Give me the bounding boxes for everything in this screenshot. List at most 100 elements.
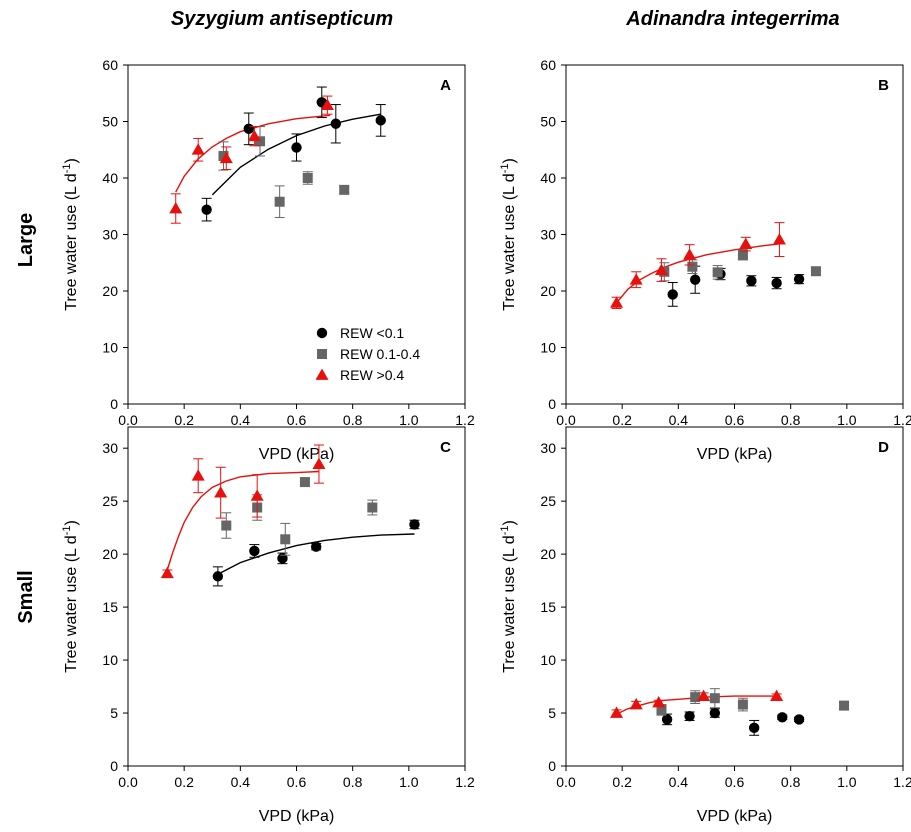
data-point — [737, 249, 748, 260]
plot-frame — [127, 426, 466, 767]
y-tick-label: 20 — [102, 283, 118, 299]
data-point — [214, 486, 228, 498]
legend: REW <0.1 REW 0.1-0.4 REW >0.4 — [315, 325, 420, 383]
data-point — [661, 714, 673, 725]
data-point — [737, 699, 748, 710]
y-tick-label: 15 — [540, 599, 556, 615]
data-point — [310, 541, 322, 552]
x-tick-label: 0.6 — [287, 412, 307, 428]
y-tick-label: 10 — [540, 340, 556, 356]
y-tick-label: 0 — [110, 396, 118, 412]
column-title-left: Syzygium antisepticum — [171, 8, 393, 30]
data-point — [254, 136, 265, 147]
data-point — [330, 118, 342, 129]
legend-label: REW >0.4 — [340, 367, 404, 383]
data-point — [667, 289, 678, 300]
y-tick-label: 10 — [540, 652, 556, 668]
data-point — [302, 173, 313, 183]
data-point — [249, 545, 260, 557]
data-point — [169, 202, 183, 214]
y-tick-label: 10 — [102, 652, 118, 668]
x-tick-label: 0.8 — [781, 412, 801, 428]
row-title-small: Small — [15, 570, 37, 623]
y-tick-label: 40 — [102, 170, 118, 186]
data-point — [748, 722, 760, 734]
x-tick-label: 1.0 — [837, 412, 857, 428]
y-axis-title-superscript: -1 — [61, 526, 73, 536]
data-point — [277, 553, 288, 564]
data-point — [320, 98, 334, 110]
data-point — [212, 571, 224, 582]
data-point — [687, 261, 698, 272]
x-tick-label: 0.6 — [725, 412, 745, 428]
panel-letter: C — [440, 439, 451, 456]
panel-letter: B — [878, 77, 889, 94]
y-tick-label: 5 — [110, 705, 118, 721]
y-tick-label: 20 — [540, 283, 556, 299]
x-tick-label: 1.2 — [893, 774, 911, 790]
data-point — [339, 184, 350, 195]
y-tick-label: 0 — [110, 758, 118, 774]
data-point — [683, 248, 697, 260]
y-axis-title-close: ) — [501, 158, 518, 163]
data-point — [652, 695, 666, 708]
y-tick-label: 0 — [548, 396, 556, 412]
y-axis-title: Tree water use (L d-1) — [61, 158, 80, 311]
x-tick-label: 0.8 — [343, 412, 363, 428]
data-point — [250, 489, 264, 501]
y-axis-title-close: ) — [501, 520, 518, 525]
data-point — [610, 296, 624, 308]
data-point — [839, 700, 850, 711]
data-point — [409, 519, 420, 530]
legend-marker — [317, 349, 327, 359]
data-point — [291, 142, 302, 153]
data-point — [629, 698, 643, 710]
y-tick-label: 30 — [540, 440, 556, 456]
data-point — [280, 534, 291, 545]
y-tick-label: 60 — [540, 57, 556, 73]
data-point — [610, 706, 624, 718]
data-point — [247, 129, 261, 142]
data-point — [218, 150, 229, 161]
panel-c: 0.0 0.2 0.4 0.6 0.8 1.0 1.2 0 5 10 15 20 25 30 VPD (kP… — [61, 426, 475, 825]
y-tick-label: 30 — [540, 227, 556, 243]
y-tick-label: 0 — [548, 758, 556, 774]
data-point — [219, 151, 233, 164]
y-tick-label: 60 — [102, 57, 118, 73]
y-tick-label: 20 — [540, 546, 556, 562]
x-tick-label: 0.6 — [725, 774, 745, 790]
legend-label: REW <0.1 — [340, 325, 404, 341]
y-axis-title-superscript: -1 — [499, 164, 511, 174]
data-point — [299, 477, 310, 488]
data-point — [793, 714, 805, 725]
data-point — [709, 707, 721, 719]
y-tick-label: 10 — [102, 340, 118, 356]
data-point — [629, 273, 643, 285]
data-point — [772, 233, 786, 245]
x-axis-title: VPD (kPa) — [697, 808, 773, 825]
x-tick-label: 0.6 — [287, 774, 307, 790]
y-axis-title-close: ) — [63, 158, 80, 163]
fit-curve — [217, 533, 415, 575]
data-point — [770, 689, 784, 701]
data-point — [739, 237, 753, 249]
panel-letter: D — [878, 439, 889, 456]
data-point — [274, 196, 285, 207]
x-tick-label: 0.0 — [118, 774, 138, 790]
legend-marker — [315, 368, 329, 380]
data-point — [684, 711, 695, 722]
x-axis-title: VPD (kPa) — [697, 446, 773, 463]
data-point — [243, 123, 254, 135]
legend-label: REW 0.1-0.4 — [340, 346, 420, 362]
data-point — [777, 712, 788, 723]
y-axis-title-superscript: -1 — [499, 526, 511, 536]
x-tick-label: 0.2 — [174, 774, 194, 790]
x-tick-label: 1.0 — [399, 412, 419, 428]
data-point — [367, 502, 378, 513]
panel-d: 0.0 0.2 0.4 0.6 0.8 1.0 1.2 0 5 10 15 20 25 30 VPD (kP… — [499, 426, 911, 825]
x-tick-label: 1.2 — [455, 412, 475, 428]
data-point — [689, 274, 701, 285]
y-tick-label: 50 — [540, 114, 556, 130]
y-tick-label: 30 — [102, 440, 118, 456]
x-tick-label: 0.8 — [781, 774, 801, 790]
